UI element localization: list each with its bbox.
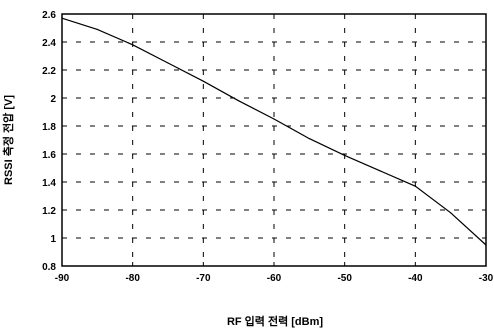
data-point: [167, 62, 169, 64]
data-point: [96, 28, 98, 30]
y-tick-label: 1.4: [42, 178, 56, 189]
data-point: [308, 138, 310, 140]
x-axis-label: RF 입력 전력 [dBm]: [227, 314, 323, 328]
y-tick-label: 2.2: [42, 66, 56, 77]
y-axis-label: RSSI 측정 전압 [V]: [1, 95, 15, 185]
data-point: [379, 170, 381, 172]
y-tick-label: 1.8: [42, 122, 56, 133]
x-tick-label: -80: [125, 273, 140, 284]
y-tick-labels: 0.8 1 1.2 1.4 1.6 1.8 2 2.2 2.4 2.6: [42, 10, 56, 273]
grid: [62, 14, 486, 266]
data-point: [273, 118, 275, 120]
y-tick-label: 2: [50, 94, 56, 105]
x-tick-label: -90: [55, 273, 70, 284]
y-tick-label: 1.2: [42, 206, 56, 217]
data-point: [414, 185, 416, 187]
data-point: [344, 154, 346, 156]
data-point: [450, 212, 452, 214]
ticks: [61, 13, 487, 267]
x-tick-label: -30: [479, 273, 494, 284]
x-tick-label: -50: [337, 273, 352, 284]
y-tick-label: 0.8: [42, 262, 56, 273]
data-point: [238, 100, 240, 102]
x-tick-labels: -90 -80 -70 -60 -50 -40 -30: [55, 273, 494, 284]
data-point: [202, 80, 204, 82]
y-tick-label: 2.4: [42, 38, 56, 49]
y-tick-label: 1: [50, 234, 56, 245]
x-tick-label: -60: [267, 273, 282, 284]
data-point: [132, 44, 134, 46]
x-tick-label: -70: [196, 273, 211, 284]
y-tick-label: 1.6: [42, 150, 56, 161]
x-tick-label: -40: [408, 273, 423, 284]
series-layer: [61, 17, 487, 246]
y-tick-label: 2.6: [42, 10, 56, 21]
